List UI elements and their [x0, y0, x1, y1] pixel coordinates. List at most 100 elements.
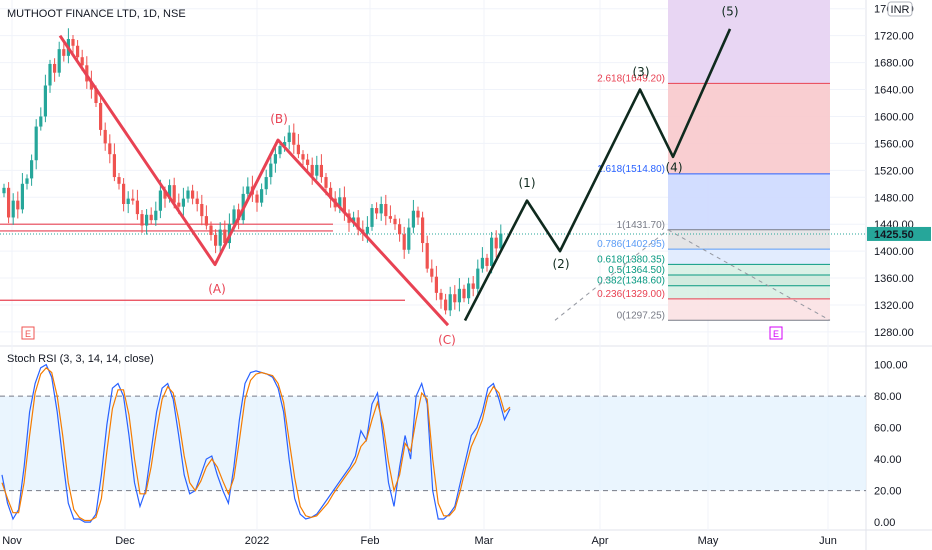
currency-badge[interactable]	[887, 1, 913, 17]
candle-body	[62, 49, 66, 56]
wave-label: (5)	[722, 4, 739, 18]
candle-body	[402, 234, 406, 250]
candle-body	[306, 159, 310, 165]
candle-body	[177, 202, 181, 207]
fib-zone	[668, 83, 830, 174]
candle-body	[365, 226, 369, 234]
candle-body	[324, 177, 328, 188]
fib-level-label: 1.618(1514.80)	[597, 164, 665, 175]
candle-body	[471, 283, 475, 289]
candle-body	[204, 216, 208, 226]
candle-body	[223, 229, 227, 244]
event-marker	[769, 326, 783, 340]
stoch-y-tick-label: 20.00	[874, 486, 902, 498]
y-tick-label: 1680.00	[874, 58, 914, 70]
candle-body	[457, 288, 461, 303]
candle-body	[209, 225, 213, 235]
candle-body	[108, 143, 112, 155]
candle-body	[370, 208, 374, 227]
candle-body	[467, 283, 471, 299]
fib-zone	[668, 249, 830, 265]
x-tick-label: 2022	[245, 535, 269, 547]
fib-extension[interactable]: 2.618(1649.20) 1.618(1514.80) 1(1431.70) 0.…	[554, 0, 831, 321]
candle-body	[407, 227, 411, 250]
candle-body	[434, 276, 438, 293]
y-tick-label: 1360.00	[874, 273, 914, 285]
stoch-band-fill	[0, 396, 866, 491]
stoch-series-d	[1, 366, 511, 522]
candle-body	[89, 81, 93, 90]
candle-body	[163, 190, 167, 199]
y-tick-label: 1400.00	[874, 246, 914, 258]
fib-level-label: 1(1431.70)	[617, 220, 665, 231]
candle-body	[53, 63, 57, 73]
candle-body	[393, 218, 397, 225]
candle-body	[319, 164, 323, 178]
fib-zone	[668, 264, 830, 276]
candle-body	[338, 197, 342, 208]
stoch-rsi-title: Stoch RSI (3, 3, 14, 14, close)	[7, 353, 154, 365]
candle-body	[490, 237, 494, 266]
fib-zone	[668, 0, 830, 84]
candle-body	[296, 144, 300, 155]
candle-body	[168, 185, 172, 199]
x-tick-label: May	[698, 535, 719, 547]
candle-body	[342, 197, 346, 214]
candle-body	[283, 142, 287, 147]
candle-body	[39, 116, 43, 127]
stoch-rsi-pane	[0, 363, 866, 523]
candle-body	[172, 185, 176, 203]
candle-body	[287, 132, 291, 143]
fib-zone	[668, 285, 830, 299]
horizontal-lines[interactable]	[0, 223, 866, 301]
event-marker	[21, 326, 35, 340]
fib-zone	[668, 275, 830, 286]
candle-body	[186, 190, 190, 199]
candle-body	[103, 129, 107, 144]
fib-zone	[668, 229, 830, 250]
candle-body	[25, 178, 29, 184]
stoch-y-tick-label: 0.00	[874, 517, 895, 529]
wave-label: (A)	[208, 282, 226, 296]
candle-body	[181, 198, 185, 207]
candle-body	[462, 288, 466, 299]
candle-body	[191, 190, 195, 199]
candle-body	[476, 268, 480, 289]
elliott-waves[interactable]: (A) (B) (C) (1) (2) (3) (4) (5) E E	[21, 4, 783, 347]
candle-body	[255, 194, 259, 203]
fib-level-label: 0.382(1348.60)	[597, 276, 665, 287]
candle-body	[260, 189, 264, 203]
candle-body	[76, 45, 80, 58]
stoch-y-tick-label: 60.00	[874, 423, 902, 435]
candle-body	[278, 146, 282, 155]
last-price-tag	[867, 226, 931, 241]
y-tick-label: 1720.00	[874, 31, 914, 43]
candle-body	[388, 216, 392, 219]
candle-body	[214, 234, 218, 246]
candle-body	[384, 203, 388, 217]
y-tick-label: 1560.00	[874, 138, 914, 150]
candle-body	[416, 210, 420, 218]
abc-wave-line	[58, 34, 450, 327]
candle-body	[292, 132, 296, 145]
candle-body	[117, 177, 121, 184]
candle-body	[2, 187, 6, 194]
candle-body	[352, 217, 356, 223]
candle-body	[301, 154, 305, 160]
candle-body	[122, 183, 126, 204]
candle-body	[112, 154, 116, 178]
candle-body	[246, 186, 250, 194]
candle-body	[30, 160, 34, 179]
fib-level-label: 2.618(1649.20)	[597, 73, 665, 84]
candle-body	[135, 200, 139, 215]
candle-body	[200, 203, 204, 217]
candle-body	[7, 187, 11, 218]
x-tick-label: Feb	[361, 535, 380, 547]
candle-body	[218, 229, 222, 246]
candle-body	[131, 198, 135, 201]
candle-body	[145, 214, 149, 226]
y-tick-label: 1640.00	[874, 85, 914, 97]
x-tick-label: Jun	[819, 535, 837, 547]
wave-label: (C)	[438, 333, 456, 347]
